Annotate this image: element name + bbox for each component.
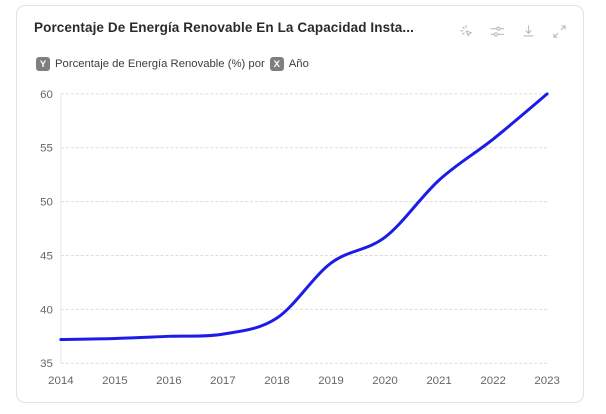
- svg-text:2014: 2014: [48, 375, 74, 387]
- svg-text:2019: 2019: [318, 375, 343, 387]
- svg-text:2022: 2022: [480, 375, 505, 387]
- svg-text:50: 50: [40, 197, 53, 209]
- svg-text:2018: 2018: [264, 375, 289, 387]
- svg-text:60: 60: [40, 89, 53, 101]
- svg-text:55: 55: [40, 143, 53, 155]
- svg-text:2021: 2021: [426, 375, 451, 387]
- svg-text:45: 45: [40, 251, 53, 263]
- svg-text:2015: 2015: [102, 375, 127, 387]
- svg-text:35: 35: [40, 358, 53, 370]
- svg-text:40: 40: [40, 304, 53, 316]
- svg-text:2023: 2023: [534, 375, 559, 387]
- svg-text:2017: 2017: [210, 375, 235, 387]
- svg-text:2016: 2016: [156, 375, 181, 387]
- svg-text:2020: 2020: [372, 375, 397, 387]
